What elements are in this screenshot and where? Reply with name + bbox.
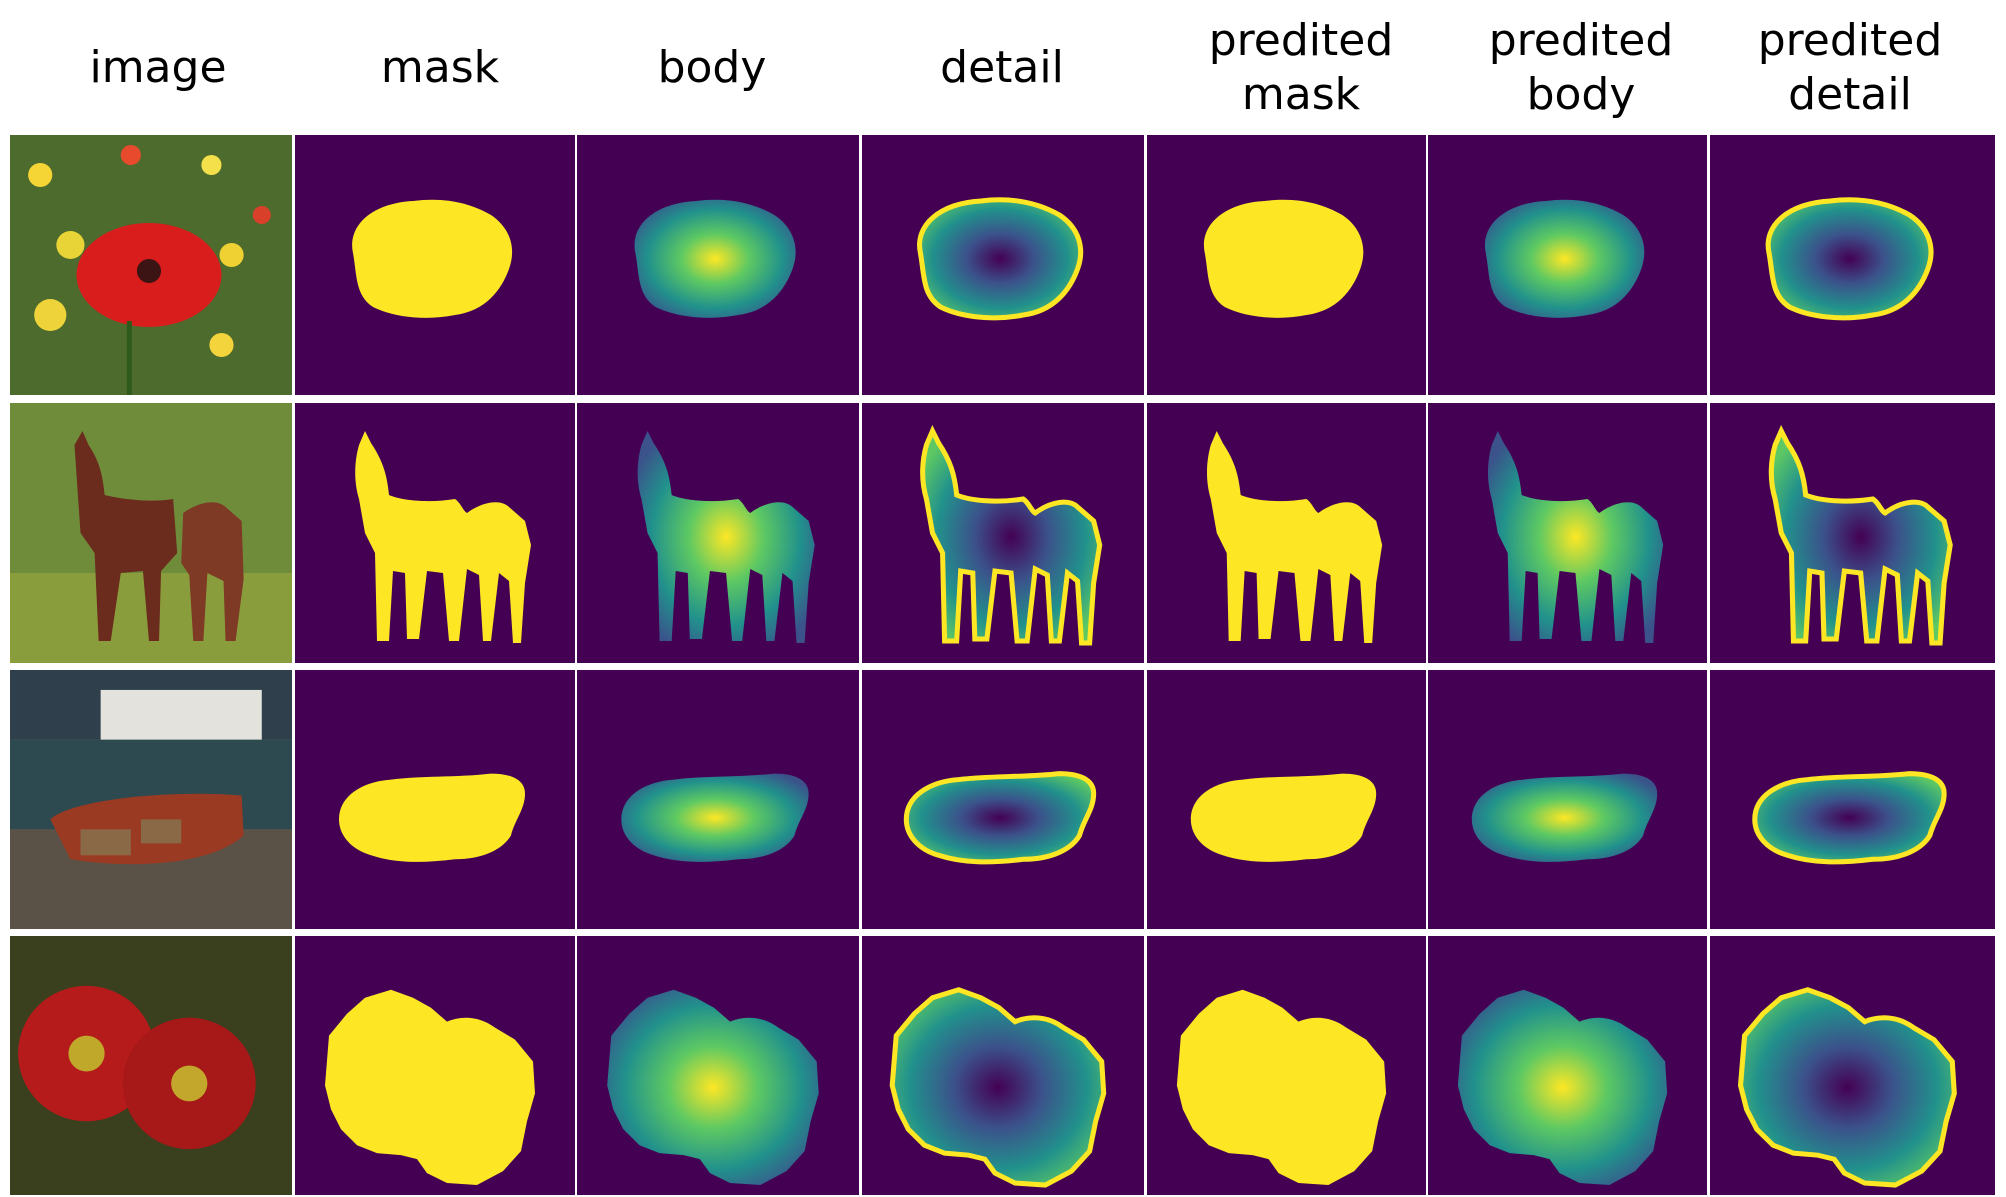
panel-graphic [1147,936,1426,1195]
panel-r3-image [10,670,292,929]
panel-graphic [862,936,1144,1195]
panel-r2-mask [295,403,575,663]
header-predicted-mask: predited mask [1208,14,1394,120]
panel-r1-predicted-mask [1147,135,1426,395]
panel-graphic [295,670,575,929]
panel-r2-predicted-detail [1710,403,1995,663]
panel-r3-predicted-detail [1710,670,1995,929]
panel-graphic [862,403,1144,663]
header-detail: detail [940,41,1064,93]
panel-graphic [1710,403,1995,663]
panel-graphic [862,135,1144,395]
figure-grid [10,135,1995,1195]
panel-r2-predicted-body [1428,403,1707,663]
panel-r4-predicted-body [1428,936,1707,1195]
panel-r1-image [10,135,292,395]
header-predicted-body: predited body [1488,14,1674,120]
panel-r1-body [577,135,859,395]
panel-r1-mask [295,135,575,395]
panel-graphic [577,936,859,1195]
panel-graphic [1147,403,1426,663]
panel-graphic [1428,403,1707,663]
panel-graphic [10,403,292,663]
panel-graphic [10,936,292,1195]
panel-graphic [295,403,575,663]
panel-graphic [295,936,575,1195]
panel-r3-body [577,670,859,929]
panel-graphic [1428,135,1707,395]
panel-r4-predicted-detail [1710,936,1995,1195]
panel-r3-predicted-body [1428,670,1707,929]
panel-r2-detail [862,403,1144,663]
header-mask: mask [380,41,500,93]
panel-graphic [295,135,575,395]
panel-r2-predicted-mask [1147,403,1426,663]
panel-graphic [10,135,292,395]
panel-r3-mask [295,670,575,929]
header-body: body [657,41,767,93]
panel-r1-detail [862,135,1144,395]
panel-r4-predicted-mask [1147,936,1426,1195]
panel-graphic [1428,670,1707,929]
panel-graphic [1710,670,1995,929]
panel-r4-body [577,936,859,1195]
panel-graphic [577,670,859,929]
panel-graphic [577,135,859,395]
panel-graphic [1710,936,1995,1195]
panel-graphic [1147,670,1426,929]
panel-graphic [10,670,292,929]
panel-r1-predicted-body [1428,135,1707,395]
panel-graphic [862,670,1144,929]
panel-r3-detail [862,670,1144,929]
header-predicted-detail: predited detail [1757,14,1943,120]
column-headers: image mask body detail predited mask pre… [0,0,2006,135]
panel-r1-predicted-detail [1710,135,1995,395]
panel-graphic [577,403,859,663]
panel-graphic [1147,135,1426,395]
panel-r3-predicted-mask [1147,670,1426,929]
panel-r2-image [10,403,292,663]
panel-r4-image [10,936,292,1195]
panel-graphic [1428,936,1707,1195]
panel-r4-mask [295,936,575,1195]
header-image: image [89,41,227,93]
panel-r4-detail [862,936,1144,1195]
panel-r2-body [577,403,859,663]
panel-graphic [1710,135,1995,395]
